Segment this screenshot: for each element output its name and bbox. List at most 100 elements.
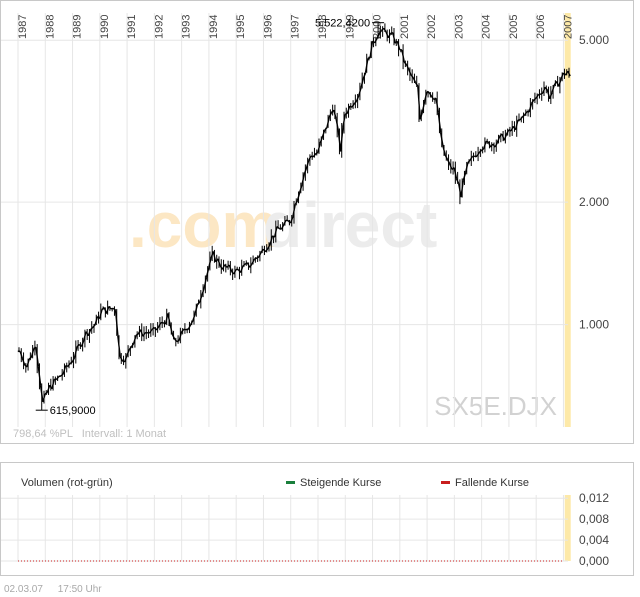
candle-body [548, 92, 553, 100]
candle-body [126, 349, 130, 356]
candle-body [80, 340, 85, 347]
x-tick-label-1999: 1999 [344, 15, 356, 39]
candle-body [28, 356, 33, 360]
ticker-watermark: SX5E.DJX [434, 391, 557, 421]
candle-body [310, 155, 314, 158]
candle-body [376, 33, 380, 39]
volume-title: Volumen (rot-grün) [21, 477, 113, 489]
candle-body [437, 112, 442, 133]
candle-body [301, 174, 305, 186]
candle-body [19, 351, 24, 359]
candle-body [333, 109, 337, 119]
candle-body [324, 127, 328, 131]
candle-body [267, 244, 271, 249]
x-tick-label-1994: 1994 [208, 15, 220, 39]
x-tick-label-2005: 2005 [508, 15, 520, 39]
candle-body [60, 373, 64, 377]
candle-body [521, 114, 526, 118]
candle-body [294, 200, 299, 206]
candle-body [283, 219, 287, 225]
candle-body [217, 258, 221, 266]
candle-body [355, 95, 360, 102]
candle-body [514, 119, 519, 131]
candle-body [435, 98, 440, 113]
candle-body [123, 355, 128, 363]
min-annotation-label: 615,9000 [50, 405, 96, 417]
candle-body [419, 111, 424, 120]
candle-body [228, 264, 233, 272]
candle-body [496, 136, 501, 143]
candle-body [362, 72, 367, 79]
x-tick-label-2007: 2007 [562, 15, 574, 39]
x-tick-label-1995: 1995 [235, 15, 247, 39]
candle-body [65, 365, 69, 368]
candle-body [535, 94, 539, 99]
volume-y-tick-label: 0,012 [579, 491, 609, 505]
candle-body [505, 129, 510, 135]
x-tick-label-1988: 1988 [44, 15, 56, 39]
candle-body [249, 263, 253, 268]
candle-body [551, 85, 555, 93]
candle-body [130, 342, 135, 348]
candle-body [524, 111, 528, 116]
candle-body [203, 276, 208, 289]
candle-body [349, 105, 353, 108]
candle-body [392, 32, 396, 44]
x-tick-label-2004: 2004 [481, 15, 493, 39]
chart-info-text: 798,64 %PL Intervall: 1 Monat [13, 428, 166, 440]
candle-body [26, 358, 30, 368]
candle-body [469, 156, 474, 161]
x-tick-label-1996: 1996 [262, 15, 274, 39]
candle-body [278, 227, 282, 230]
candle-body [385, 31, 390, 39]
candle-body [417, 86, 421, 120]
candle-body [44, 391, 48, 395]
candle-body [339, 127, 344, 152]
candle-body [201, 287, 205, 296]
candle-body [414, 82, 419, 87]
candle-body [303, 167, 308, 175]
candle-body [189, 320, 194, 326]
candle-body [369, 41, 374, 58]
candle-body [187, 324, 192, 330]
candle-body [108, 305, 112, 310]
candle-body [351, 103, 355, 108]
candle-body [39, 385, 44, 402]
x-tick-label-1997: 1997 [290, 15, 302, 39]
candle-body [142, 332, 146, 337]
candle-body [21, 358, 26, 366]
candle-body [364, 58, 369, 73]
candle-body [83, 331, 87, 341]
candle-body [538, 93, 541, 96]
watermark-brand-left: .com [129, 189, 278, 261]
candle-body [112, 307, 117, 311]
candle-body [319, 136, 324, 144]
x-tick-label-1987: 1987 [17, 15, 29, 39]
x-tick-label-1989: 1989 [72, 15, 84, 39]
candle-body [567, 70, 571, 77]
candle-body [178, 331, 183, 341]
candle-body [253, 257, 257, 260]
volume-current-highlight [564, 495, 571, 561]
candle-body [358, 87, 362, 96]
candle-body [171, 334, 176, 340]
candle-body [540, 92, 544, 95]
candle-body [503, 134, 508, 141]
candle-body [439, 132, 444, 146]
candle-body [198, 294, 203, 303]
candle-body [264, 248, 269, 253]
candle-body [285, 219, 289, 222]
candle-body [321, 129, 326, 138]
candle-body [428, 92, 433, 97]
candle-body [360, 78, 365, 88]
candle-body [169, 324, 174, 335]
candle-body [455, 178, 460, 185]
candle-body [481, 148, 485, 151]
candle-body [462, 172, 467, 181]
candle-body [408, 69, 412, 76]
candle-body [533, 97, 537, 101]
footer-time: 17:50 Uhr [57, 584, 102, 595]
candle-body [205, 267, 210, 278]
candle-body [67, 362, 71, 367]
candle-body [308, 155, 312, 161]
